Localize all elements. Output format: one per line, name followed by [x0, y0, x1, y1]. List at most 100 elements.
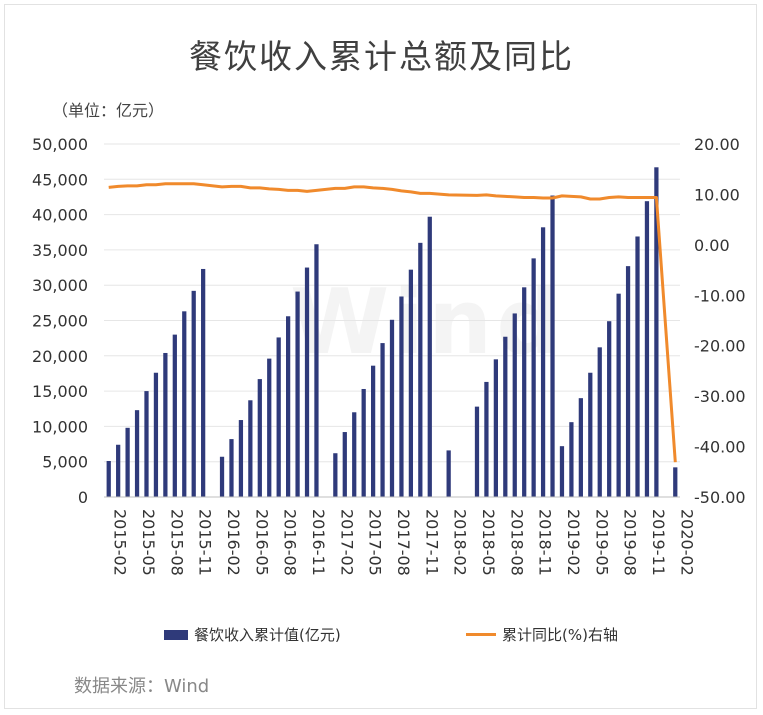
data-bar: [635, 236, 640, 497]
data-bar: [295, 291, 300, 497]
data-bar: [314, 244, 319, 497]
data-bar: [578, 398, 583, 497]
chart-title: 餐饮收入累计总额及同比: [189, 37, 574, 76]
chart-frame: [4, 4, 757, 709]
data-bar: [654, 167, 659, 497]
x-tick-label: 2015-02: [111, 509, 130, 576]
y-left-tick-label: 50,000: [32, 135, 88, 154]
data-bar: [588, 372, 593, 497]
data-bar: [370, 365, 376, 497]
y-left-tick-label: 25,000: [32, 312, 88, 331]
data-bar: [144, 391, 149, 497]
legend-bar-swatch: [164, 629, 188, 640]
x-tick-label: 2019-08: [621, 509, 640, 576]
data-bar: [191, 290, 196, 497]
data-bar: [389, 319, 395, 497]
data-bar: [153, 372, 159, 497]
data-bar: [380, 343, 385, 497]
data-bar: [503, 336, 508, 497]
data-bar: [106, 460, 111, 497]
data-bar: [361, 388, 366, 497]
y-left-tick-label: 15,000: [32, 382, 88, 401]
data-bar: [597, 347, 602, 497]
legend-line-swatch: [466, 633, 496, 636]
x-tick-label: 2019-02: [564, 509, 583, 576]
y-left-tick-label: 5,000: [42, 453, 88, 472]
y-right-tick-label: 0.00: [694, 236, 730, 255]
y-left-tick-label: 10,000: [32, 417, 88, 436]
data-bar: [446, 450, 451, 497]
x-tick-label: 2018-11: [536, 509, 555, 576]
data-bar: [559, 446, 565, 497]
data-bar: [229, 439, 234, 497]
unit-label: （单位：亿元）: [52, 101, 165, 120]
data-bar: [399, 296, 404, 497]
data-bar: [418, 242, 423, 497]
data-bar: [116, 444, 121, 497]
x-tick-label: 2016-11: [309, 509, 328, 576]
data-bar: [333, 453, 338, 497]
data-bar: [673, 467, 678, 497]
data-bar: [531, 258, 536, 497]
x-tick-label: 2017-02: [337, 509, 356, 576]
data-bar: [607, 321, 612, 497]
data-bar: [484, 381, 489, 497]
y-left-tick-label: 30,000: [32, 276, 88, 295]
data-bar: [219, 456, 225, 497]
data-bar: [304, 267, 310, 497]
data-bar: [163, 352, 168, 497]
data-bar: [493, 359, 498, 497]
data-bar: [238, 420, 244, 497]
y-right-tick-label: 20.00: [694, 135, 740, 154]
x-tick-label: 2016-02: [224, 509, 243, 576]
y-right-tick-label: -50.00: [694, 488, 746, 507]
x-tick-label: 2016-08: [281, 509, 300, 576]
y-right-tick-label: -40.00: [694, 438, 746, 457]
y-left-tick-label: 35,000: [32, 241, 88, 260]
data-bar: [474, 406, 480, 497]
data-bar: [276, 337, 281, 497]
data-bar: [408, 269, 414, 497]
y-left-tick-label: 20,000: [32, 347, 88, 366]
data-bar: [512, 313, 517, 497]
x-tick-label: 2019-11: [649, 509, 668, 576]
x-tick-label: 2018-08: [507, 509, 526, 576]
data-bar: [550, 195, 555, 497]
x-tick-label: 2017-08: [394, 509, 413, 576]
data-bar: [352, 412, 357, 497]
data-bar: [342, 432, 347, 497]
x-tick-label: 2015-11: [196, 509, 215, 576]
x-tick-label: 2018-05: [479, 509, 498, 576]
data-bar: [172, 334, 177, 497]
y-left-tick-label: 45,000: [32, 170, 88, 189]
legend-item-bars: 餐饮收入累计值(亿元): [164, 624, 341, 645]
data-bar: [267, 358, 272, 497]
x-tick-label: 2016-05: [252, 509, 271, 576]
y-left-tick-label: 40,000: [32, 206, 88, 225]
y-right-tick-label: -20.00: [694, 337, 746, 356]
x-tick-label: 2020-02: [677, 509, 696, 576]
data-bar: [616, 293, 621, 497]
data-bar: [201, 268, 206, 497]
data-bar: [182, 311, 187, 497]
x-tick-label: 2017-05: [366, 509, 385, 576]
data-bar: [644, 201, 650, 497]
legend-bar-label: 餐饮收入累计值(亿元): [194, 626, 341, 644]
x-tick-label: 2019-05: [592, 509, 611, 576]
legend-item-line: 累计同比(%)右轴: [466, 624, 618, 645]
y-right-tick-label: 10.00: [694, 185, 740, 204]
source-note: 数据来源：Wind: [74, 676, 210, 697]
x-tick-label: 2017-11: [422, 509, 441, 576]
data-bar: [427, 216, 432, 497]
data-bar: [540, 227, 546, 498]
data-bar: [125, 427, 130, 497]
x-tick-label: 2015-05: [139, 509, 158, 576]
data-bar: [522, 287, 527, 497]
data-bar: [569, 422, 574, 497]
yoy-line: [108, 182, 677, 463]
data-bar: [625, 266, 631, 497]
x-tick-label: 2018-02: [451, 509, 470, 576]
y-right-tick-label: -10.00: [694, 286, 746, 305]
data-bar: [134, 410, 140, 497]
